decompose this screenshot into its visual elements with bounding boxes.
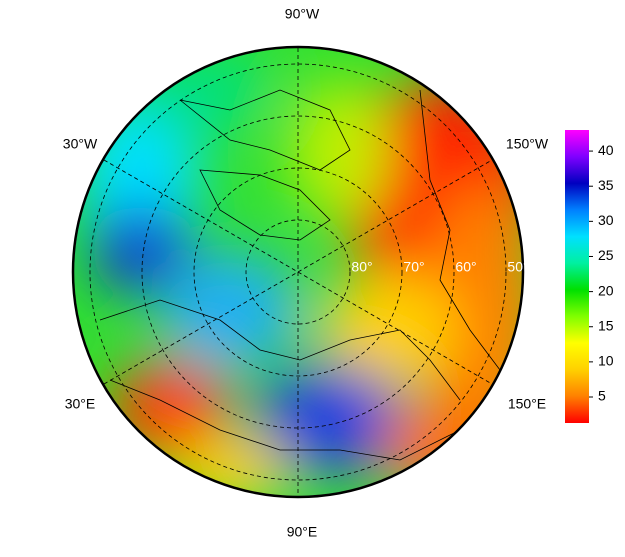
lat-label: 80° [351, 259, 372, 275]
lat-circle [141, 115, 455, 429]
lon-label: 90°E [287, 524, 318, 540]
colorbar-tick-label: 20 [598, 282, 614, 298]
lon-label: 30°W [63, 136, 98, 152]
graticule [89, 48, 507, 496]
colorbar-tick-label: 10 [598, 353, 614, 369]
colorbar-tick-label: 25 [598, 247, 614, 263]
lon-label: 30°E [65, 396, 96, 412]
lat-label: 70° [403, 259, 424, 275]
colorbar-tick-label: 15 [598, 317, 614, 333]
lon-label: 90°W [285, 6, 320, 22]
lat-label: 60° [455, 259, 476, 275]
colorbar-tick-label: 35 [598, 177, 614, 193]
map-border [71, 45, 525, 499]
colorbar-tick-label: 40 [598, 142, 614, 158]
lat-circle [193, 167, 403, 377]
lon-label: 150°W [506, 136, 549, 152]
colorbar [565, 130, 589, 423]
lat-circle [245, 219, 351, 325]
lat-label: 50° [507, 259, 528, 275]
colorbar-tick-label: 5 [598, 388, 606, 404]
field [74, 48, 522, 496]
colorbar-tick-label: 30 [598, 212, 614, 228]
lat-circle [89, 63, 507, 481]
lon-label: 150°E [508, 396, 546, 412]
